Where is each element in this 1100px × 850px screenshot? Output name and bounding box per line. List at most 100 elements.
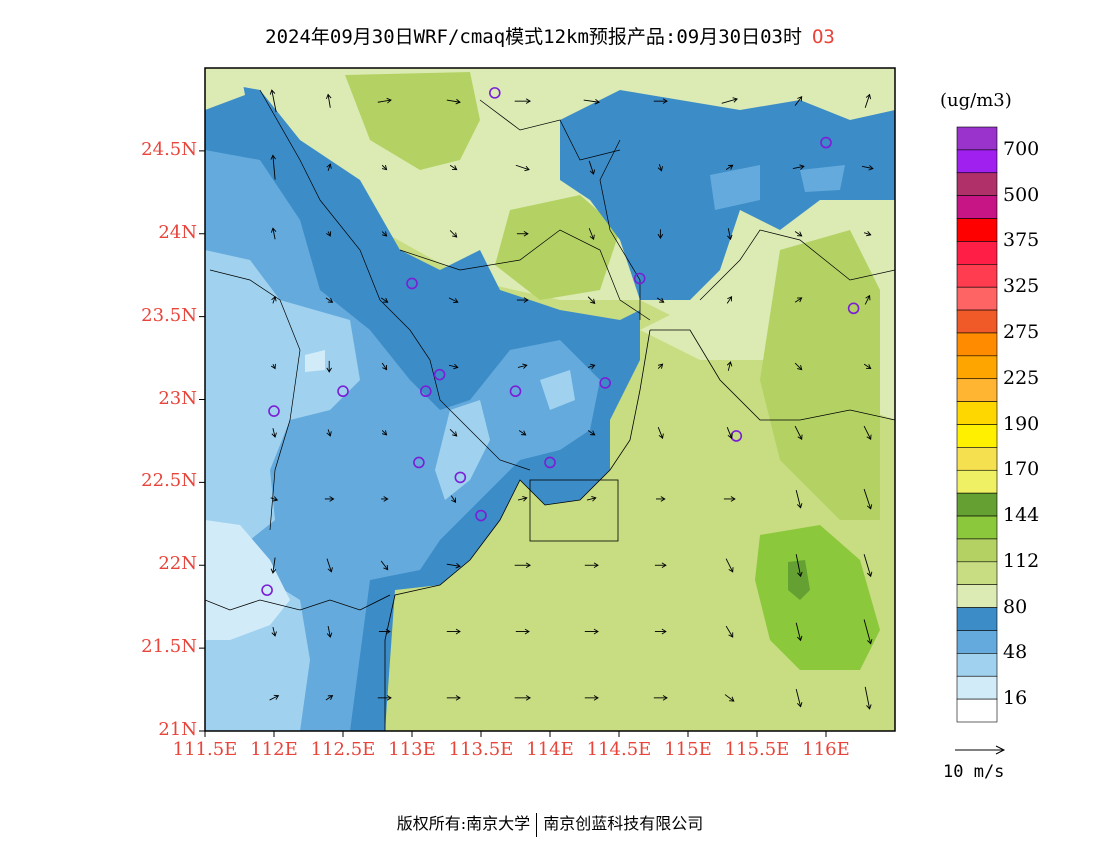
- colorbar: [956, 126, 998, 723]
- wind-arrow: [325, 695, 334, 701]
- field-corner-green: [205, 68, 245, 110]
- inset-box: [529, 479, 619, 542]
- copyright-footer: 版权所有:南京大学 南京创蓝科技有限公司: [0, 810, 1100, 837]
- wind-arrow: [514, 695, 531, 701]
- wind-arrow: [326, 360, 332, 373]
- lon-label: 114E: [526, 739, 574, 760]
- wind-arrow: [514, 562, 531, 569]
- wind-arrow: [518, 430, 527, 436]
- wind-arrow: [863, 231, 872, 237]
- wind-arrow: [325, 297, 334, 303]
- colorbar-label: 112: [1003, 549, 1040, 572]
- colorbar-segment: [956, 538, 998, 563]
- colorbar-label: 275: [1003, 320, 1040, 343]
- colorbar-segment: [956, 424, 998, 448]
- wind-arrow: [450, 495, 457, 503]
- wind-arrow: [863, 619, 873, 645]
- wind-arrow: [587, 296, 596, 304]
- wind-arrow: [448, 297, 459, 304]
- coastline-west: [205, 594, 391, 611]
- colorbar-segment: [956, 149, 998, 174]
- wind-arrow: [377, 97, 392, 104]
- lat-label: 21.5N: [141, 636, 197, 658]
- admin-boundary-5: [209, 269, 301, 531]
- wind-arrow: [794, 96, 803, 106]
- wind-arrow: [584, 695, 599, 701]
- wind-arrow: [446, 98, 461, 105]
- wind-arrow: [270, 496, 279, 502]
- map-title: 2024年09月30日WRF/cmaq模式12km预报产品:09月30日03时 O…: [0, 22, 1100, 49]
- footer-left: 版权所有:南京大学: [396, 814, 531, 833]
- lat-label: 23N: [158, 387, 197, 409]
- station-marker: [268, 405, 280, 417]
- wind-arrow: [377, 695, 392, 701]
- wind-arrow: [657, 363, 664, 369]
- wind-arrow: [270, 557, 277, 574]
- wind-arrow: [587, 363, 596, 370]
- colorbar-segment: [956, 653, 998, 677]
- wind-arrow: [270, 154, 277, 180]
- field-blue-mid: [205, 150, 600, 731]
- colorbar-segment: [956, 195, 998, 219]
- wind-arrow: [587, 430, 596, 436]
- colorbar-segment: [956, 492, 998, 517]
- wind-arrow: [654, 562, 667, 569]
- admin-boundary-4: [699, 229, 895, 301]
- wind-arrow: [449, 429, 458, 437]
- field-blue-mid-north-spot: [710, 165, 760, 210]
- wind-arrow: [324, 496, 335, 502]
- station-marker: [599, 377, 612, 389]
- wind-arrow: [654, 628, 667, 635]
- wind-arrow: [446, 562, 461, 569]
- station-marker: [419, 385, 432, 398]
- field-blue-pale-spot: [305, 350, 325, 372]
- colorbar-segment: [956, 355, 998, 380]
- wind-arrow: [795, 688, 803, 708]
- wind-arrow: [271, 295, 277, 304]
- wind-arrow: [326, 163, 332, 171]
- wind-arrow: [794, 362, 803, 371]
- field-blue-pale-sw: [205, 520, 290, 640]
- wind-arrow: [653, 98, 668, 104]
- wind-arrow: [864, 294, 871, 305]
- wind-arrow: [446, 628, 461, 635]
- station-marker: [454, 471, 467, 484]
- station-marker: [337, 385, 349, 398]
- title-text: 2024年09月30日WRF/cmaq模式12km预报产品:09月30日03时: [265, 26, 802, 48]
- lon-label: 114.5E: [586, 739, 652, 760]
- wind-arrow: [863, 554, 873, 578]
- concentration-field: [205, 68, 895, 731]
- wind-arrow: [795, 622, 803, 642]
- wind-arrow: [270, 227, 277, 240]
- footer-right: 南京创蓝科技有限公司: [543, 814, 704, 833]
- colorbar-segment: [956, 378, 998, 402]
- field-green-patch-east: [760, 230, 880, 520]
- colorbar-segment: [956, 172, 998, 196]
- wind-arrow: [653, 695, 668, 701]
- wind-arrow: [864, 686, 872, 710]
- colorbar-segment: [956, 332, 998, 357]
- wind-arrow: [657, 164, 663, 172]
- coastline-east: [650, 329, 895, 421]
- colorbar-label: 144: [1003, 504, 1040, 527]
- colorbar-label: 375: [1003, 229, 1040, 252]
- field-green-darkest-spot: [788, 560, 810, 600]
- colorbar-segment: [956, 241, 998, 265]
- wind-arrow: [656, 496, 666, 502]
- field-green-dark-blob: [755, 525, 880, 670]
- colorbar-segment: [956, 630, 998, 654]
- lat-label: 22N: [158, 553, 197, 575]
- wind-arrow: [271, 627, 277, 637]
- wind-arrow: [724, 694, 735, 702]
- colorbar-label: 190: [1003, 412, 1040, 435]
- station-marker: [433, 368, 446, 381]
- wind-arrow: [516, 297, 529, 303]
- wind-arrow: [270, 363, 276, 370]
- reference-vector-label: 10 m/s: [943, 762, 1005, 782]
- reference-vector-head: [995, 745, 1006, 755]
- colorbar-segment: [956, 584, 998, 608]
- field-green-patch-1: [345, 72, 480, 170]
- lat-label: 24N: [158, 221, 197, 243]
- wind-arrow: [726, 361, 733, 371]
